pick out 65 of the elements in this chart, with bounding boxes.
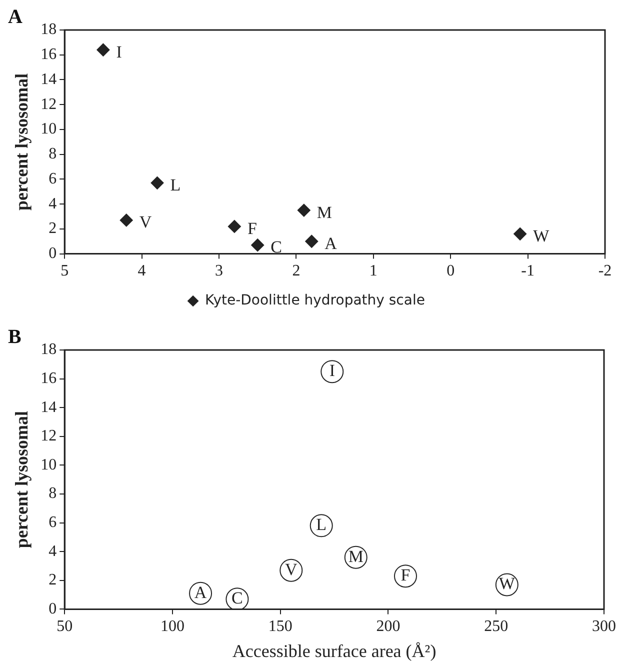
annotation: A — [324, 234, 338, 253]
annotation: A — [194, 582, 208, 602]
x-tick-label: 50 — [56, 618, 73, 636]
y-tick-label: 8 — [48, 146, 57, 163]
annotation: W — [533, 226, 550, 246]
annotation: L — [316, 515, 327, 534]
annotation: C — [232, 588, 243, 608]
y-tick-label: 6 — [48, 170, 57, 188]
x-tick-label: 2 — [292, 262, 300, 280]
y-tick-label: 16 — [40, 370, 57, 388]
x-tick-label: 100 — [160, 618, 184, 636]
y-tick-label: 14 — [40, 398, 57, 416]
annotation: F — [400, 566, 410, 585]
point — [514, 227, 527, 240]
y-tick-label: 2 — [48, 572, 57, 589]
point — [297, 204, 310, 217]
point — [96, 43, 110, 56]
x-tick-label: 150 — [268, 618, 292, 636]
y-tick-label: 10 — [40, 456, 57, 474]
y-tick-label: 2 — [48, 220, 57, 238]
y-tick-label: 18 — [40, 21, 57, 38]
point — [305, 234, 318, 248]
x-tick-label: 5 — [60, 262, 69, 280]
x-tick-label: -1 — [521, 262, 534, 280]
x-tick-label: 4 — [138, 262, 146, 280]
chart-title: B — [8, 326, 22, 348]
y-tick-label: 6 — [48, 514, 57, 532]
y-tick-label: 12 — [40, 96, 57, 113]
annotation: V — [285, 560, 298, 579]
y-tick-label: 4 — [48, 542, 57, 560]
y-tick-label: 16 — [40, 46, 57, 64]
annotation: L — [170, 175, 181, 194]
legend-label: Kyte-Doolittle hydropathy scale — [205, 292, 425, 309]
x-axis-title: Accessible surface area (Å²) — [232, 640, 436, 661]
point — [251, 238, 264, 252]
point — [320, 360, 344, 384]
y-tick-label: 4 — [48, 195, 57, 212]
x-tick-label: 1 — [369, 262, 378, 280]
y-axis-title: percent lysosomal — [11, 411, 32, 548]
annotation: W — [498, 574, 516, 594]
y-tick-label: 18 — [40, 341, 57, 358]
point — [228, 220, 241, 233]
x-tick-label: 3 — [215, 262, 223, 280]
annotation: C — [270, 238, 282, 257]
annotation: V — [139, 212, 152, 232]
y-tick-label: 0 — [48, 245, 57, 262]
chart-title: A — [8, 6, 23, 28]
y-axis-title: percent lysosomal — [11, 73, 32, 210]
y-tick-label: 14 — [40, 70, 57, 88]
annotation: M — [348, 546, 364, 566]
annotation: I — [116, 42, 122, 62]
x-tick-label: 250 — [484, 618, 508, 636]
y-tick-label: 8 — [48, 485, 57, 502]
x-tick-label: 0 — [446, 262, 455, 280]
x-tick-label: 300 — [592, 618, 616, 636]
point — [120, 214, 133, 227]
annotation: M — [316, 202, 332, 222]
y-tick-label: 10 — [40, 120, 57, 138]
y-tick-label: 12 — [40, 428, 57, 445]
y-tick-label: 0 — [48, 600, 57, 618]
point — [150, 176, 164, 190]
annotation: I — [329, 361, 336, 380]
annotation: F — [247, 218, 257, 238]
x-tick-label: -2 — [598, 262, 612, 280]
x-tick-label: 200 — [376, 618, 400, 636]
